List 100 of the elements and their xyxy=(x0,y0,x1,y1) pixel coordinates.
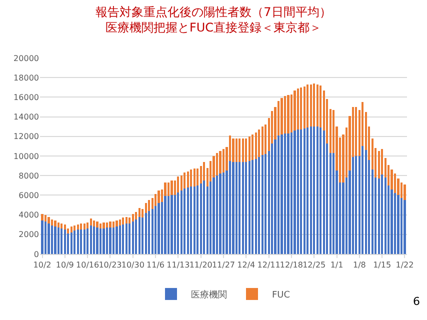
bar xyxy=(245,138,248,162)
bar xyxy=(67,233,70,254)
bar xyxy=(177,176,180,192)
bar xyxy=(355,107,358,156)
bar xyxy=(400,198,403,254)
bar xyxy=(158,190,160,204)
bar xyxy=(390,189,393,254)
bar xyxy=(190,186,192,254)
bar xyxy=(397,195,400,254)
x-tick-label: 10/23 xyxy=(98,260,122,270)
x-tick-label: 10/9 xyxy=(56,260,74,270)
bar xyxy=(102,228,105,254)
bar xyxy=(60,228,63,254)
bar xyxy=(180,190,182,254)
bar xyxy=(118,220,121,226)
bar xyxy=(300,87,302,130)
bar xyxy=(261,155,264,254)
bar xyxy=(216,153,218,176)
bar xyxy=(232,138,234,162)
bar xyxy=(186,187,189,254)
bar xyxy=(277,135,280,254)
bar xyxy=(70,232,72,254)
bar xyxy=(248,136,250,161)
bar xyxy=(96,222,98,228)
x-tick-label: 12/4 xyxy=(237,260,256,270)
bar xyxy=(135,220,138,254)
bar xyxy=(74,230,76,254)
bar xyxy=(277,101,280,136)
bar xyxy=(186,172,189,188)
bar xyxy=(106,228,108,254)
bar xyxy=(252,160,254,254)
bar xyxy=(303,128,306,254)
bar xyxy=(274,139,276,254)
y-tick-label: 4000 xyxy=(18,210,39,220)
bar xyxy=(300,130,302,254)
bar xyxy=(290,132,293,254)
bar xyxy=(148,200,150,211)
bar xyxy=(322,130,325,254)
bar xyxy=(404,200,406,254)
bar xyxy=(154,206,157,254)
x-tick-label: 12/11 xyxy=(257,260,280,270)
bar xyxy=(96,228,98,254)
bar xyxy=(378,151,380,179)
bar xyxy=(64,230,66,254)
bar xyxy=(109,228,112,254)
bar xyxy=(222,172,225,254)
bar xyxy=(362,146,364,254)
bar xyxy=(313,126,316,254)
bar xyxy=(196,185,199,254)
x-tick-label: 1/8 xyxy=(352,260,366,270)
bar xyxy=(167,182,170,196)
bar xyxy=(258,130,260,157)
bar xyxy=(109,222,112,228)
bar xyxy=(86,228,89,254)
bar xyxy=(254,158,257,254)
bar xyxy=(44,222,47,254)
y-tick-label: 16000 xyxy=(14,93,39,102)
bar xyxy=(303,86,306,129)
y-tick-label: 18000 xyxy=(14,73,39,82)
bar xyxy=(122,218,124,225)
bar xyxy=(135,212,138,220)
x-tick-label: 11/20 xyxy=(189,260,212,270)
bar xyxy=(332,153,335,254)
bar xyxy=(112,222,115,228)
bar xyxy=(138,208,140,217)
bar xyxy=(248,160,250,254)
bar xyxy=(394,174,396,194)
bar xyxy=(228,160,232,254)
bar xyxy=(54,220,56,227)
bar xyxy=(116,220,118,227)
text: 6 xyxy=(413,295,420,308)
bar xyxy=(364,150,367,254)
bar xyxy=(261,126,264,156)
bar xyxy=(132,222,134,254)
bar xyxy=(125,224,128,254)
bar xyxy=(106,222,108,228)
bar xyxy=(80,224,82,230)
bar xyxy=(313,83,316,127)
bar xyxy=(378,178,380,254)
bar xyxy=(90,226,92,254)
bar xyxy=(320,85,322,128)
bar xyxy=(381,149,384,175)
bar xyxy=(76,230,79,254)
bar xyxy=(264,154,267,254)
bar xyxy=(216,176,218,254)
bar xyxy=(296,130,299,254)
bar xyxy=(48,224,50,254)
y-tick-label: 10000 xyxy=(14,152,39,161)
x-tick-label: 10/2 xyxy=(33,260,52,270)
bar xyxy=(154,194,157,206)
bar xyxy=(164,196,166,254)
bar xyxy=(400,182,403,198)
bar xyxy=(320,128,322,254)
bar xyxy=(92,226,96,254)
bar xyxy=(235,138,238,162)
bar xyxy=(306,128,309,254)
bar xyxy=(48,216,50,224)
bar xyxy=(122,224,124,254)
bar xyxy=(212,156,215,178)
bar xyxy=(57,228,60,254)
